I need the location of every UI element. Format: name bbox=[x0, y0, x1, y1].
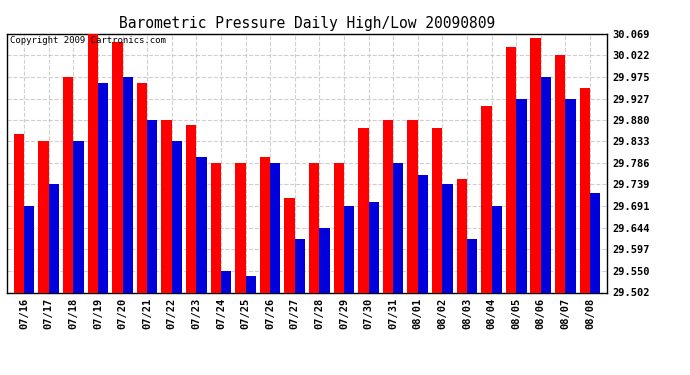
Bar bbox=[555, 55, 565, 292]
Bar bbox=[186, 124, 197, 292]
Bar bbox=[210, 163, 221, 292]
Bar bbox=[88, 34, 98, 292]
Bar bbox=[541, 76, 551, 292]
Bar bbox=[73, 141, 83, 292]
Bar bbox=[442, 184, 453, 292]
Bar bbox=[197, 156, 207, 292]
Bar bbox=[63, 76, 73, 292]
Title: Barometric Pressure Daily High/Low 20090809: Barometric Pressure Daily High/Low 20090… bbox=[119, 16, 495, 31]
Bar bbox=[235, 163, 246, 292]
Bar bbox=[295, 238, 305, 292]
Bar bbox=[491, 206, 502, 292]
Bar bbox=[123, 76, 133, 292]
Bar bbox=[432, 128, 442, 292]
Bar bbox=[49, 184, 59, 292]
Bar bbox=[137, 84, 147, 292]
Bar bbox=[98, 84, 108, 292]
Bar bbox=[383, 120, 393, 292]
Bar bbox=[565, 99, 575, 292]
Bar bbox=[457, 179, 467, 292]
Bar bbox=[393, 163, 404, 292]
Bar bbox=[161, 120, 172, 292]
Bar bbox=[344, 206, 354, 292]
Bar bbox=[147, 120, 157, 292]
Bar bbox=[580, 88, 590, 292]
Bar bbox=[506, 47, 516, 292]
Bar bbox=[221, 271, 231, 292]
Bar bbox=[112, 42, 123, 292]
Bar bbox=[481, 106, 491, 292]
Bar bbox=[590, 193, 600, 292]
Bar bbox=[172, 141, 182, 292]
Bar bbox=[334, 163, 344, 292]
Bar bbox=[516, 99, 526, 292]
Bar bbox=[39, 141, 49, 292]
Bar bbox=[14, 134, 24, 292]
Bar bbox=[309, 163, 319, 292]
Bar bbox=[246, 276, 256, 292]
Bar bbox=[270, 163, 280, 292]
Bar bbox=[260, 156, 270, 292]
Bar bbox=[24, 206, 34, 292]
Bar bbox=[358, 128, 368, 292]
Bar bbox=[407, 120, 417, 292]
Bar bbox=[284, 198, 295, 292]
Bar bbox=[467, 238, 477, 292]
Text: Copyright 2009 Cartronics.com: Copyright 2009 Cartronics.com bbox=[10, 36, 166, 45]
Bar bbox=[417, 175, 428, 292]
Bar bbox=[368, 202, 379, 292]
Bar bbox=[319, 228, 330, 292]
Bar bbox=[531, 38, 541, 292]
